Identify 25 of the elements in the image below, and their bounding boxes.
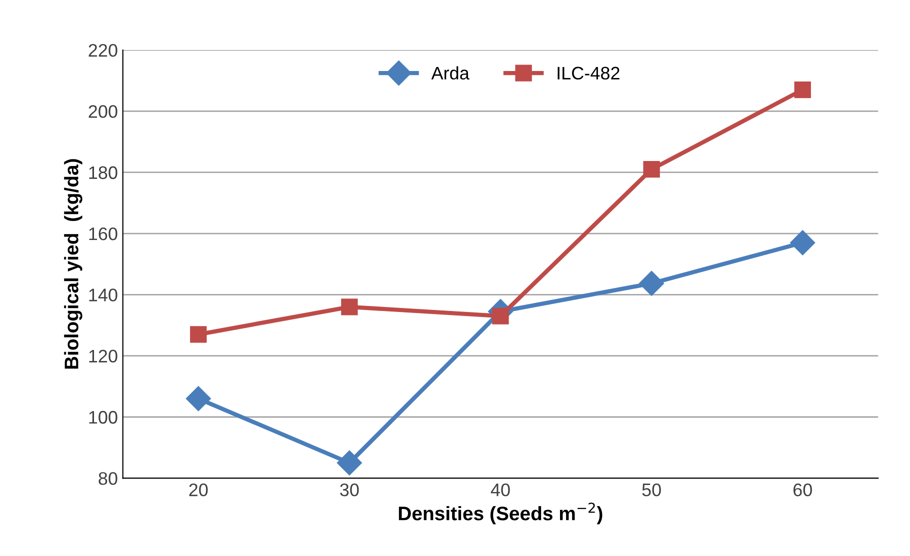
y-tick-label: 140 [89, 288, 118, 302]
y-tick-label: 160 [89, 227, 118, 240]
y-tick-label: 100 [89, 410, 118, 424]
x-tick-label: 20 [189, 484, 208, 496]
x-axis-title: Densities (Seeds m$^{−2}$) [398, 502, 602, 524]
y-tick-label: 180 [89, 166, 118, 180]
point [336, 450, 362, 476]
point [186, 386, 211, 412]
x-tick-label: 50 [642, 484, 661, 496]
point [643, 160, 660, 178]
legend-label: Arda [431, 66, 470, 80]
point [790, 230, 816, 256]
x-tick-label: 40 [490, 484, 510, 496]
legend-label: ILC-482 [558, 66, 620, 80]
point [190, 326, 207, 343]
y-axis-title: Biological yied (kg/da) [64, 159, 82, 369]
point [341, 298, 358, 316]
y-tick-label: 220 [88, 44, 118, 57]
point [639, 270, 664, 296]
x-tick-label: 60 [793, 484, 812, 496]
x-tick-label: 30 [340, 484, 359, 496]
y-tick-label: 80 [98, 472, 118, 485]
y-tick-label: 120 [89, 350, 118, 363]
point [794, 81, 811, 98]
y-tick-label: 200 [88, 105, 118, 118]
